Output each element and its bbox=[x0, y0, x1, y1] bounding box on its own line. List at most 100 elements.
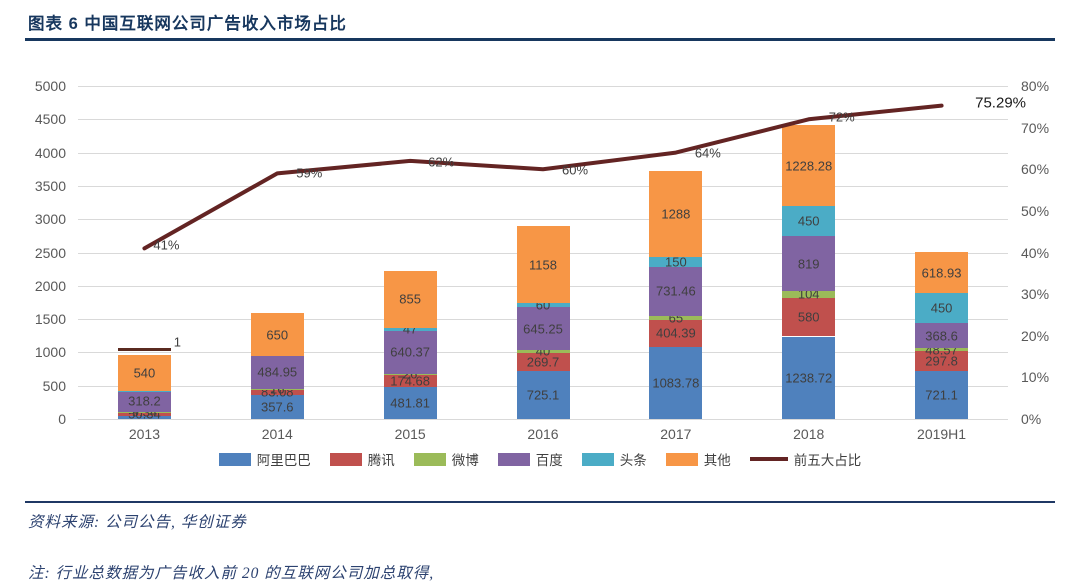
y-axis-tick-right: 70% bbox=[1021, 119, 1050, 136]
x-axis-label: 2019H1 bbox=[917, 426, 967, 442]
bar-segment-label: 650 bbox=[266, 327, 289, 343]
bar-segment-weibo bbox=[383, 373, 437, 376]
bar-segment-label: 404.39 bbox=[655, 325, 696, 341]
legend-swatch-alibaba bbox=[218, 452, 251, 466]
top5-share-line bbox=[142, 103, 944, 251]
legend-item-weibo: 微博 bbox=[413, 449, 479, 469]
y-axis-tick-left: 2500 bbox=[34, 244, 66, 261]
legend-item-baidu: 百度 bbox=[497, 449, 563, 469]
bar-segment-alibaba bbox=[782, 336, 836, 419]
x-axis-label: 2016 bbox=[527, 426, 559, 442]
bar-segment-label: 269.7 bbox=[526, 354, 560, 370]
bar-segment-label: 1238.72 bbox=[785, 370, 833, 386]
x-axis-label: 2014 bbox=[261, 426, 293, 442]
legend-label: 头条 bbox=[619, 453, 647, 468]
bar-segment-label: 721.1 bbox=[925, 387, 958, 403]
legend-label: 阿里巴巴 bbox=[256, 453, 311, 468]
bar-segment-weibo bbox=[915, 347, 969, 352]
bar-segment-label: 450 bbox=[797, 213, 820, 229]
y-axis-tick-right: 30% bbox=[1021, 286, 1050, 303]
footer-divider bbox=[25, 501, 1055, 503]
bar-segment-weibo bbox=[117, 412, 171, 413]
y-axis-tick-left: 1500 bbox=[34, 311, 66, 328]
bar-segment-label: 297.8 bbox=[925, 353, 958, 369]
bar-segment-baidu bbox=[516, 307, 570, 351]
legend-swatch-tencent bbox=[329, 452, 362, 466]
legend-label: 腾讯 bbox=[367, 453, 395, 468]
title-underline bbox=[25, 38, 1055, 41]
bar-segment-others bbox=[117, 354, 171, 391]
gridline bbox=[78, 152, 1008, 154]
bar-segment-toutiao bbox=[649, 256, 703, 267]
bar-segment-label: 1083.78 bbox=[652, 375, 700, 391]
bar-segment-label: 725.1 bbox=[526, 387, 560, 403]
legend-swatch-top5-share bbox=[749, 457, 788, 461]
bar-segment-tencent bbox=[649, 319, 703, 347]
bar-segment-label: 618.93 bbox=[921, 265, 962, 281]
y-axis-tick-left: 2000 bbox=[34, 277, 66, 294]
source-line: 资料来源: 公司公告, 华创证券 bbox=[28, 514, 247, 531]
tiny-segment-cap-line bbox=[117, 347, 171, 351]
line-point-label: 59% bbox=[296, 165, 323, 181]
bar-segment-toutiao bbox=[915, 293, 969, 324]
bar-segment-label: 481.81 bbox=[390, 395, 431, 411]
y-axis-tick-left: 500 bbox=[42, 377, 66, 394]
bar-segment-alibaba bbox=[516, 370, 570, 419]
line-point-label: 75.29% bbox=[975, 94, 1026, 112]
bar-segment-label: 450 bbox=[930, 300, 953, 316]
bar-segment-label: 150 bbox=[664, 254, 687, 270]
line-point-label: 62% bbox=[428, 154, 455, 170]
bar-segment-label: 1228.28 bbox=[785, 158, 833, 174]
bar-segment-baidu bbox=[250, 356, 304, 389]
line-point-label: 41% bbox=[153, 237, 180, 253]
chart-legend: 阿里巴巴 腾讯 微博 百度 头条 其他 前五大占比 bbox=[0, 449, 1080, 469]
bar-segment-toutiao bbox=[383, 327, 437, 331]
line-point-label: 72% bbox=[828, 109, 855, 125]
bar-segment-label: 174.68 bbox=[390, 373, 431, 389]
bar-segment-others bbox=[516, 225, 570, 304]
bar-segment-label: 540 bbox=[133, 365, 156, 381]
bar-segment-alibaba bbox=[649, 346, 703, 419]
legend-item-top5-share: 前五大占比 bbox=[749, 449, 861, 469]
legend-item-tencent: 腾讯 bbox=[329, 449, 395, 469]
bar-segment-others bbox=[915, 252, 969, 294]
line-point-label: 60% bbox=[561, 162, 589, 178]
bar-segment-tencent bbox=[516, 352, 570, 371]
bar-segment-alibaba bbox=[383, 386, 437, 419]
gridline bbox=[78, 119, 1008, 121]
legend-item-others: 其他 bbox=[665, 449, 731, 469]
bar-segment-label: 104 bbox=[797, 286, 820, 302]
bar-segment-weibo bbox=[250, 388, 304, 390]
x-axis-label: 2018 bbox=[793, 426, 825, 442]
legend-swatch-others bbox=[665, 452, 698, 466]
bar-segment-label: 1288 bbox=[661, 206, 691, 222]
bar-segment-toutiao bbox=[117, 390, 171, 392]
x-axis-label: 2013 bbox=[128, 426, 160, 442]
bar-segment-label: 640.37 bbox=[390, 344, 431, 360]
y-axis-tick-right: 40% bbox=[1021, 244, 1050, 261]
figure-title: 图表 6 中国互联网公司广告收入市场占比 bbox=[28, 15, 347, 33]
bar-segment-tencent bbox=[383, 375, 437, 387]
y-axis-tick-left: 3000 bbox=[34, 211, 66, 228]
bar-segment-weibo bbox=[649, 315, 703, 320]
bar-segment-label: 645.25 bbox=[523, 321, 563, 337]
bar-segment-label: 819 bbox=[797, 256, 820, 272]
bar-segment-label: 357.6 bbox=[261, 399, 294, 415]
y-axis-tick-left: 4000 bbox=[34, 144, 66, 161]
x-axis-label: 2015 bbox=[394, 426, 426, 442]
legend-swatch-weibo bbox=[413, 452, 446, 466]
bar-segment-label: 855 bbox=[399, 291, 421, 307]
bar-segment-tencent bbox=[250, 389, 304, 396]
bar-segment-others bbox=[250, 312, 304, 357]
y-axis-tick-right: 10% bbox=[1021, 369, 1050, 386]
bar-segment-toutiao bbox=[516, 303, 570, 308]
bar-segment-alibaba bbox=[250, 395, 304, 419]
top5-share-line-layer bbox=[142, 103, 944, 251]
y-axis-tick-left: 4500 bbox=[34, 111, 66, 128]
bar-segment-label: 368.6 bbox=[925, 328, 958, 344]
line-point-label: 64% bbox=[694, 145, 721, 161]
bar-segment-label: 580 bbox=[797, 309, 820, 325]
legend-item-alibaba: 阿里巴巴 bbox=[218, 449, 311, 469]
bar-segment-tencent bbox=[782, 297, 836, 337]
y-axis-tick-left: 5000 bbox=[34, 78, 66, 94]
